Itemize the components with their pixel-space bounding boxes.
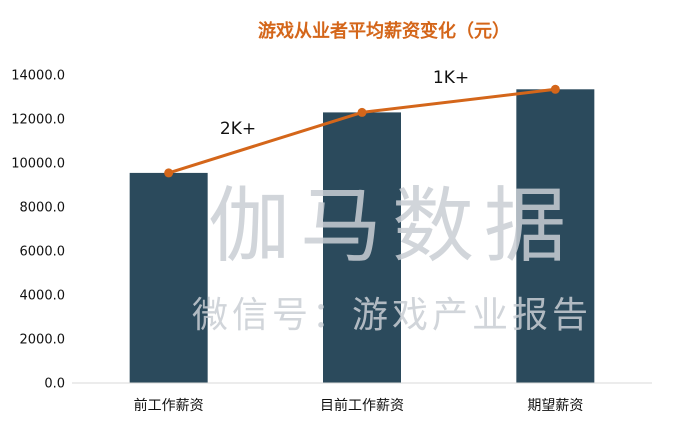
watermark-wechat: 微信号：游戏产业报告 bbox=[192, 295, 592, 336]
y-tick-label: 6000.0 bbox=[20, 245, 66, 260]
x-category-label: 前工作薪资 bbox=[134, 397, 204, 414]
y-tick-label: 10000.0 bbox=[11, 157, 65, 172]
x-category-label: 期望薪资 bbox=[527, 398, 583, 414]
y-tick-label: 4000.0 bbox=[20, 289, 66, 304]
chart-title: 游戏从业者平均薪资变化（元） bbox=[258, 20, 510, 42]
line-series-group bbox=[164, 84, 560, 178]
x-category-label: 目前工作薪资 bbox=[320, 397, 404, 414]
y-axis: 0.0 2000.0 4000.0 6000.0 8000.0 10000.0 12000.… bbox=[11, 69, 65, 392]
x-axis-labels: 前工作薪资 目前工作薪资 期望薪资 bbox=[134, 397, 584, 414]
annotation-2k: 2K+ bbox=[220, 119, 256, 139]
y-tick-label: 12000.0 bbox=[11, 113, 65, 128]
y-tick-label: 14000.0 bbox=[11, 69, 65, 84]
bar-3 bbox=[516, 89, 595, 384]
y-tick-label: 0.0 bbox=[44, 377, 65, 392]
line-point-1 bbox=[164, 168, 174, 178]
bar-1 bbox=[129, 172, 208, 383]
watermark-brand: 伽马数据 bbox=[208, 179, 576, 274]
line-point-3 bbox=[550, 84, 560, 94]
annotation-1k: 1K+ bbox=[433, 68, 469, 88]
bar-2 bbox=[323, 112, 401, 384]
line-point-2 bbox=[357, 107, 367, 117]
bars-group bbox=[129, 89, 595, 384]
y-tick-label: 2000.0 bbox=[20, 333, 66, 348]
y-tick-label: 8000.0 bbox=[20, 201, 66, 216]
